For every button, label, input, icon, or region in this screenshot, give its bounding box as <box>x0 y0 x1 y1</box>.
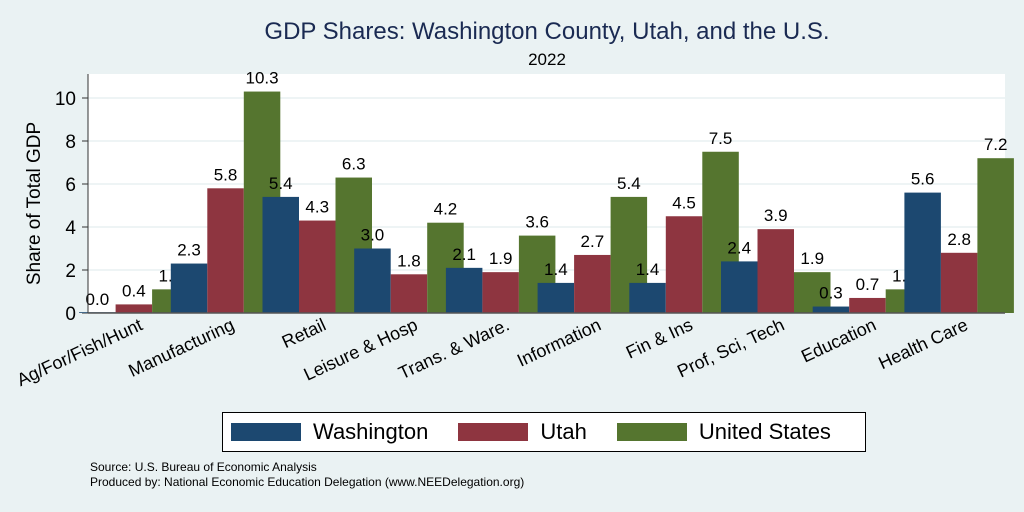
data-label: 0.7 <box>856 275 880 294</box>
legend-swatch-washington <box>231 423 301 441</box>
y-tick-label: 10 <box>55 89 76 110</box>
y-tick-label: 8 <box>65 132 76 153</box>
bar-utah <box>574 254 611 313</box>
legend-item-washington: Washington <box>231 419 428 445</box>
source-text: Source: U.S. Bureau of Economic Analysis <box>90 460 317 474</box>
data-label: 2.7 <box>581 232 605 251</box>
bar-utah <box>849 297 886 313</box>
data-label: 2.8 <box>947 230 971 249</box>
data-label: 1.4 <box>544 260 568 279</box>
chart-title: GDP Shares: Washington County, Utah, and… <box>264 18 830 45</box>
data-label: 6.3 <box>342 155 366 174</box>
source-note: Source: U.S. Bureau of Economic Analysis… <box>90 460 524 490</box>
bar-utah <box>482 272 519 313</box>
data-label: 7.2 <box>984 135 1008 154</box>
bar-united-states <box>794 272 831 313</box>
data-label: 1.9 <box>800 249 824 268</box>
data-label: 5.8 <box>214 165 238 184</box>
data-label: 4.3 <box>305 198 329 217</box>
x-tick-label: Health Care <box>875 314 971 373</box>
bar-washington <box>904 192 941 313</box>
data-label: 4.5 <box>672 193 696 212</box>
y-tick-label: 2 <box>65 261 76 282</box>
data-label: 2.4 <box>727 238 751 257</box>
bar-washington <box>721 261 758 313</box>
data-label: 0.0 <box>86 290 110 309</box>
x-tick-label: Ag/For/Fish/Hunt <box>14 314 146 390</box>
bar-utah <box>115 304 153 313</box>
bar-washington <box>445 267 483 313</box>
bar-utah <box>757 229 794 313</box>
y-tick-label: 0 <box>65 304 76 325</box>
data-label: 1.9 <box>489 249 513 268</box>
data-label: 0.4 <box>122 281 146 300</box>
bar-washington <box>537 282 575 313</box>
y-axis-label: Share of Total GDP <box>24 122 45 285</box>
bar-utah <box>665 216 703 313</box>
chart-subtitle: 2022 <box>528 50 566 69</box>
data-label: 1.8 <box>397 251 421 270</box>
bar-utah <box>207 188 244 313</box>
bar-washington <box>354 248 391 313</box>
legend-label-utah: Utah <box>540 419 587 444</box>
data-label: 10.3 <box>246 69 279 88</box>
x-tick-label: Retail <box>279 314 329 352</box>
produced-by-text: Produced by: National Economic Education… <box>90 475 525 489</box>
x-tick-label: Manufacturing <box>125 314 237 380</box>
data-label: 3.9 <box>764 206 788 225</box>
x-tick-label: Education <box>798 314 879 366</box>
x-tick-label: Fin & Ins <box>623 314 696 362</box>
data-label: 5.4 <box>617 174 641 193</box>
bar-washington <box>629 282 666 313</box>
legend-label-united-states: United States <box>698 419 831 444</box>
data-label: 7.5 <box>709 129 733 148</box>
bar-utah <box>940 252 978 313</box>
data-label: 3.6 <box>525 213 549 232</box>
legend-swatch-utah <box>458 423 529 441</box>
bar-washington <box>262 196 299 313</box>
y-tick-label: 6 <box>65 175 76 196</box>
data-label: 2.1 <box>452 245 476 264</box>
data-label: 1.4 <box>636 260 660 279</box>
legend-label-washington: Washington <box>313 419 429 444</box>
bar-utah <box>299 220 336 313</box>
bar-washington <box>812 306 850 313</box>
data-label: 5.4 <box>269 174 293 193</box>
data-label: 2.3 <box>177 241 201 260</box>
x-tick-label: Information <box>514 314 604 370</box>
data-label: 3.0 <box>361 226 385 245</box>
data-label: 5.6 <box>911 170 935 189</box>
legend-swatch-united-states <box>616 423 687 441</box>
legend-item-utah: Utah <box>458 419 587 445</box>
legend: Washington Utah United States <box>222 412 866 452</box>
bar-united-states <box>977 158 1014 313</box>
data-label: 0.3 <box>819 284 843 303</box>
y-tick-label: 4 <box>65 218 76 239</box>
bar-utah <box>390 274 428 313</box>
legend-item-united-states: United States <box>616 419 831 445</box>
data-label: 4.2 <box>434 200 458 219</box>
bar-washington <box>170 263 208 313</box>
